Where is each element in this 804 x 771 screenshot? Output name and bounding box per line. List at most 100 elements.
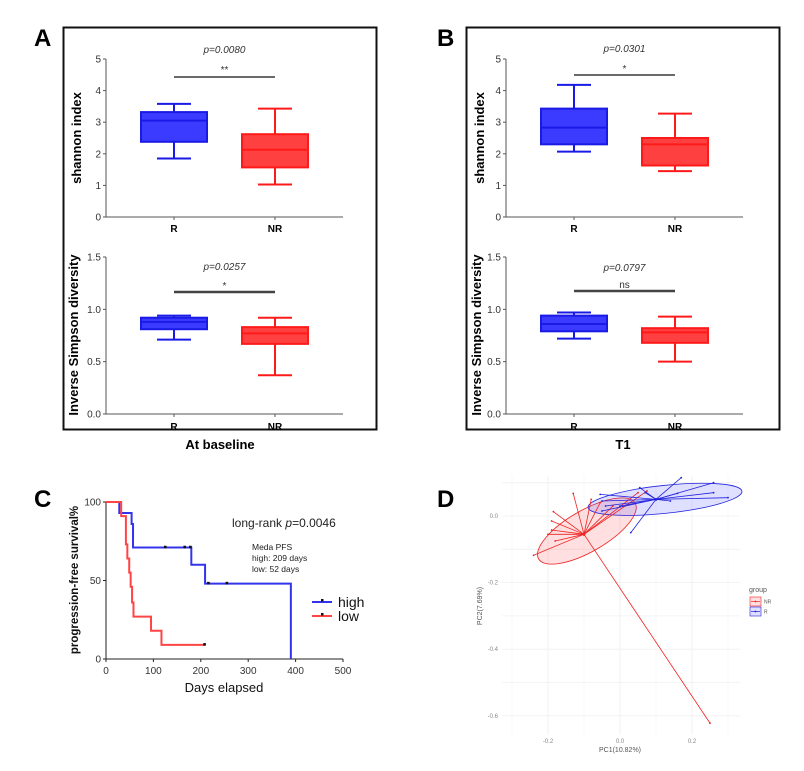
- box-r: [540, 107, 608, 146]
- legend-key-point: [754, 610, 757, 613]
- sample-point-nr: [554, 540, 557, 542]
- sample-point-nr: [547, 533, 549, 536]
- spider-line-r: [619, 498, 657, 507]
- spider-line-nr: [583, 505, 614, 535]
- y-tick-label: 0.5: [487, 357, 501, 368]
- logrank-annotation: long-rank p=0.0046: [232, 516, 336, 530]
- y-tick-label: 0: [95, 213, 101, 224]
- box-nr: [641, 137, 709, 167]
- sample-point-nr: [590, 498, 593, 501]
- sample-point-r: [638, 486, 641, 489]
- spider-line-nr: [572, 493, 585, 535]
- spider-line-nr: [583, 502, 601, 535]
- y-axis-label: Inverse Simpson diversity: [66, 254, 81, 416]
- x-tick-label: 0.2: [688, 739, 697, 745]
- logrank-p: p: [284, 516, 292, 530]
- spider-line-nr: [583, 534, 711, 724]
- sample-point-r: [629, 531, 632, 534]
- y-tick-label: -0.2: [488, 581, 499, 587]
- sample-point-r: [619, 505, 621, 507]
- panel-b-frame: [465, 26, 781, 431]
- y-tick-label: 0.5: [87, 357, 101, 368]
- median-pfs-high: high: 209 days: [252, 553, 307, 563]
- sample-point-nr: [532, 554, 535, 557]
- sample-point-nr: [637, 491, 639, 494]
- y-tick-label: 1: [495, 181, 501, 192]
- legend-marker: [321, 599, 324, 602]
- sample-point-nr: [572, 492, 575, 495]
- y-tick-label: 3: [95, 118, 101, 129]
- y-tick-label: -0.4: [488, 647, 499, 653]
- centroid-nr: [582, 532, 586, 536]
- spider-line-nr: [583, 492, 639, 535]
- x-tick-label: NR: [668, 224, 683, 235]
- panel-label-b: B: [437, 25, 454, 52]
- box-nr: [641, 327, 709, 344]
- spider-line-r: [655, 492, 714, 500]
- box-r: [140, 316, 208, 331]
- spider-line-nr: [583, 499, 592, 535]
- x-tick-label: NR: [268, 422, 283, 433]
- panel-label-d: D: [437, 486, 454, 513]
- timepoint-label-a: At baseline: [185, 437, 254, 452]
- panel-a-frame: [62, 26, 378, 431]
- x-tick-label: NR: [668, 422, 683, 433]
- sample-point-r: [712, 481, 715, 484]
- censor-mark: [207, 581, 210, 585]
- spider-line-nr: [533, 533, 585, 556]
- spider-line-nr: [553, 511, 585, 535]
- x-tick-label: 200: [192, 666, 209, 677]
- y-tick-label: 5: [495, 55, 501, 66]
- x-tick-label: 0.0: [616, 739, 625, 745]
- median-pfs-low: low: 52 days: [252, 564, 299, 574]
- panel-label-a: A: [34, 25, 51, 52]
- y-tick-label: 1.5: [87, 253, 101, 264]
- box-chart-a-top: 0 1 2 3 4 5 shannon index R NR p=0.0080 **: [69, 45, 343, 235]
- spider-line-r: [600, 493, 657, 500]
- censor-mark: [203, 643, 206, 646]
- significance-marker: ns: [619, 280, 630, 291]
- logrank-value: =0.0046: [292, 516, 336, 530]
- box-nr: [241, 326, 309, 345]
- box-nr: [241, 133, 309, 169]
- x-axis-label: Days elapsed: [185, 680, 264, 695]
- spider-line-r: [655, 497, 729, 500]
- x-tick-label: 100: [145, 666, 162, 677]
- y-tick-label: -0.6: [488, 714, 499, 720]
- spider-line-nr: [551, 529, 585, 535]
- sample-point-nr: [599, 501, 602, 504]
- spacer: [63, 28, 377, 215]
- legend-label-low: low: [338, 608, 360, 624]
- y-tick-label: 4: [95, 86, 101, 97]
- y-tick-label: 1: [95, 181, 101, 192]
- p-value-label: p=0.0797: [603, 263, 646, 274]
- y-axis-label: progression-free survival%: [69, 506, 81, 654]
- y-axis-label: shannon index: [472, 91, 487, 184]
- censor-mark: [189, 545, 192, 549]
- y-tick-label: 2: [495, 149, 501, 160]
- sample-point-r: [604, 505, 607, 507]
- censor-mark: [163, 545, 167, 549]
- y-tick-label: 100: [84, 498, 101, 509]
- y-tick-label: 0.0: [87, 410, 101, 421]
- p-value-label: p=0.0080: [203, 45, 246, 56]
- logrank-prefix: long-rank: [232, 516, 285, 530]
- km-chart: 0 50 100 0 100 200 300 400 500 Days elapsed progre…: [69, 498, 364, 696]
- sample-point-r: [669, 500, 672, 502]
- sample-point-r: [680, 476, 683, 479]
- sample-point-nr: [550, 520, 553, 522]
- x-tick-label: 300: [240, 666, 257, 677]
- y-tick-label: 50: [90, 576, 102, 587]
- y-axis-label: PC2(7.69%): [477, 587, 484, 625]
- box-r: [140, 111, 208, 143]
- sample-point-nr: [646, 490, 648, 492]
- spider-line-nr: [583, 490, 648, 535]
- significance-marker: *: [623, 64, 627, 75]
- p-value-label: p=0.0301: [603, 44, 646, 55]
- spider-line-nr: [555, 533, 585, 542]
- y-tick-label: 5: [95, 55, 101, 66]
- y-axis-label: Inverse Simpson diversity: [469, 254, 484, 416]
- x-tick-label: 500: [335, 666, 352, 677]
- x-tick-label: NR: [268, 224, 283, 235]
